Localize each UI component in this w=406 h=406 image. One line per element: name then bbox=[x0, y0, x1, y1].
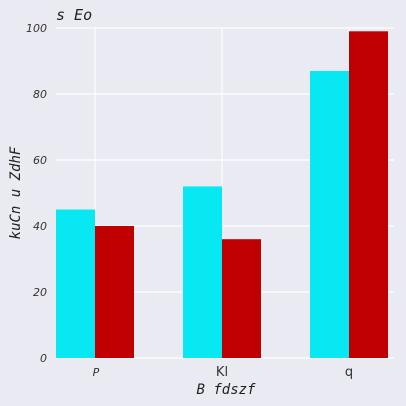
x-tick-label: q bbox=[345, 365, 353, 380]
y-tick-label: 100 bbox=[26, 22, 47, 35]
y-tick-label: 0 bbox=[40, 352, 47, 365]
y-tick-labels: 0 20 40 60 80 100 bbox=[26, 22, 47, 365]
x-tick-labels: P Kl q bbox=[93, 365, 353, 380]
x-tick-label: P bbox=[93, 366, 100, 379]
y-tick-label: 20 bbox=[33, 286, 47, 299]
x-tick-label: Kl bbox=[216, 365, 228, 380]
x-axis-label: B fdszf bbox=[196, 382, 256, 398]
y-tick-label: 40 bbox=[33, 220, 47, 233]
bar-series-1-Kl bbox=[183, 186, 222, 358]
bar-series-1-q bbox=[310, 70, 349, 359]
bar-series-1-P bbox=[56, 209, 95, 358]
bar-series-2-q bbox=[349, 31, 388, 359]
bar-series-2-Kl bbox=[222, 239, 261, 358]
y-axis-label: kuCn u ZdhF bbox=[8, 146, 24, 239]
chart-title: s Eo bbox=[56, 6, 92, 24]
y-tick-label: 60 bbox=[33, 154, 47, 167]
bar-series-2-P bbox=[95, 226, 134, 358]
bars bbox=[56, 31, 388, 359]
y-tick-label: 80 bbox=[33, 88, 47, 101]
